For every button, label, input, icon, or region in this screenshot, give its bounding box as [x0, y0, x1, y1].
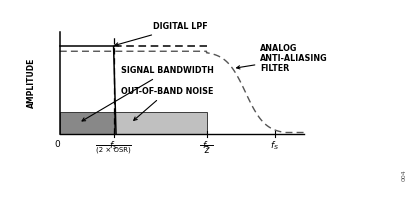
Text: (2 × OSR): (2 × OSR): [96, 146, 130, 153]
Text: 004: 004: [400, 170, 405, 181]
Text: 0: 0: [54, 140, 60, 149]
Bar: [60, 112, 113, 134]
Text: $f_S$: $f_S$: [270, 139, 279, 152]
Text: OUT-OF-BAND NOISE: OUT-OF-BAND NOISE: [121, 87, 213, 120]
Text: AMPLITUDE: AMPLITUDE: [27, 58, 36, 108]
Text: 2: 2: [203, 146, 209, 155]
Bar: [113, 112, 206, 134]
Text: $f_S$: $f_S$: [202, 139, 211, 152]
Text: SIGNAL BANDWIDTH: SIGNAL BANDWIDTH: [82, 66, 213, 121]
Text: $f_S$: $f_S$: [109, 139, 118, 152]
Text: ANALOG
ANTI-ALIASING
FILTER: ANALOG ANTI-ALIASING FILTER: [236, 44, 327, 74]
Text: DIGITAL LPF: DIGITAL LPF: [115, 22, 207, 46]
